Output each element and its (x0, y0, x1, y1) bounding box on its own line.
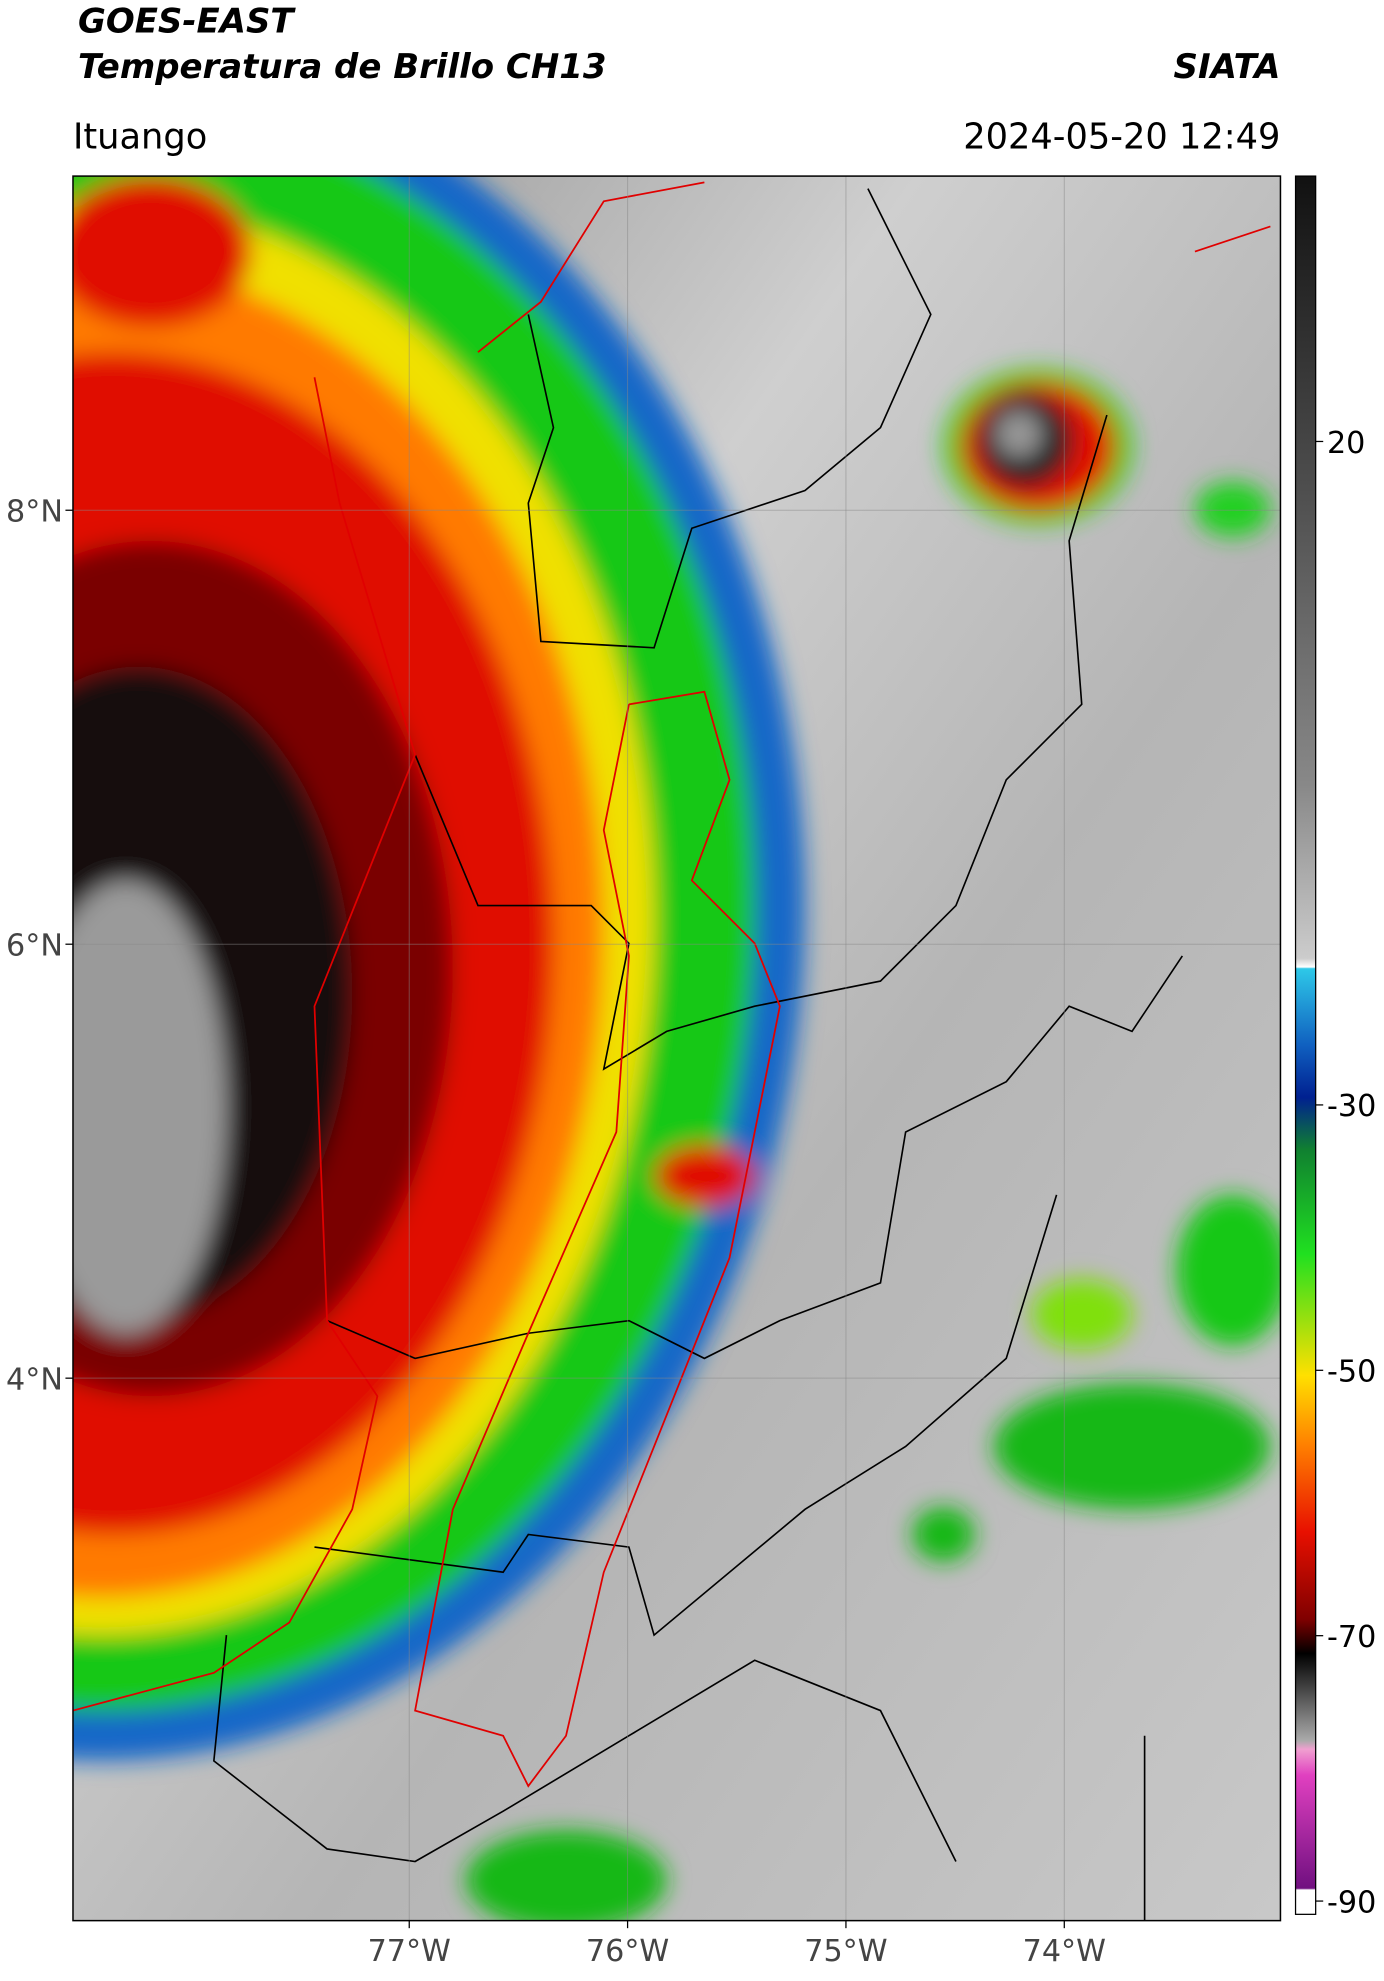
subtitle: Temperatura de Brillo CH13 (78, 47, 606, 87)
x-tick-label: 77°W (368, 1934, 451, 1969)
x-tick-label: 76°W (586, 1934, 669, 1969)
x-tick-label: 75°W (804, 1934, 887, 1969)
timestamp: 2024-05-20 12:49 (963, 116, 1280, 157)
org: SIATA (1174, 47, 1281, 87)
y-tick-label: 6°N (6, 929, 63, 964)
y-tick-label: 8°N (6, 495, 63, 530)
colorbar-tick-label: -50 (1327, 1355, 1376, 1390)
colorbar-tick-label: -70 (1327, 1620, 1376, 1655)
title: GOES-EAST (78, 2, 296, 42)
y-tick-label: 4°N (6, 1362, 63, 1397)
colorbar (1294, 175, 1317, 1915)
location: Ituango (73, 116, 207, 157)
colorbar-tick-label: -90 (1327, 1885, 1376, 1920)
map-frame (72, 175, 1282, 1922)
colorbar-tick-label: -30 (1327, 1089, 1376, 1124)
colorbar-tick-label: 20 (1327, 426, 1365, 461)
x-tick-label: 74°W (1023, 1934, 1106, 1969)
map-image (72, 176, 1281, 1921)
